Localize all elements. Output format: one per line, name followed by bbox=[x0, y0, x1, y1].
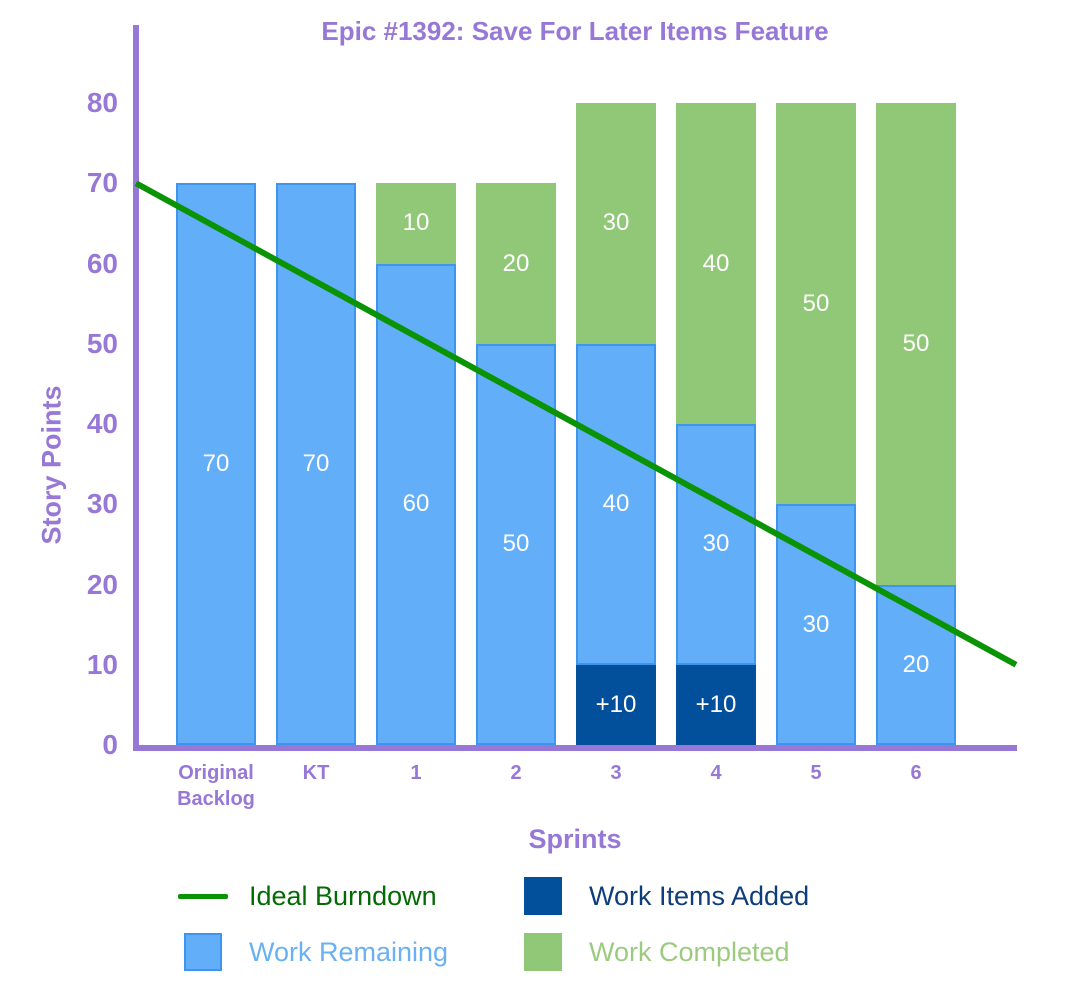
x-category-label: 2 bbox=[510, 762, 522, 784]
bar-segment-remaining: 30 bbox=[776, 504, 856, 745]
x-axis-line bbox=[133, 745, 1017, 751]
x-category-label: Original Backlog bbox=[177, 762, 255, 810]
bar-segment-remaining: 60 bbox=[376, 263, 456, 745]
legend-label: Ideal Burndown bbox=[249, 880, 437, 911]
y-tick-label: 30 bbox=[86, 488, 118, 520]
y-tick-label: 40 bbox=[86, 408, 118, 439]
legend-label: Work Remaining bbox=[249, 936, 449, 967]
legend-swatch-added-square bbox=[515, 877, 571, 915]
bar-segment-remaining: 70 bbox=[176, 183, 256, 745]
x-category-label: 1 bbox=[410, 762, 422, 784]
x-category-label: 5 bbox=[810, 762, 822, 784]
bar-value-label: 60 bbox=[402, 490, 430, 518]
bar-value-label: 40 bbox=[602, 490, 630, 518]
y-tick-label: 80 bbox=[86, 87, 118, 118]
bar-value-label: 30 bbox=[602, 209, 630, 237]
y-tick-label: 70 bbox=[86, 167, 118, 199]
y-tick-label: 10 bbox=[86, 648, 118, 680]
legend-swatch-completed-square bbox=[515, 933, 571, 971]
legend-swatch-ideal-line bbox=[175, 893, 231, 899]
bar-segment-added: +10 bbox=[576, 664, 656, 745]
bar-segment-remaining: 50 bbox=[476, 343, 556, 745]
bar-value-label: 40 bbox=[702, 249, 730, 277]
bar-segment-remaining: 70 bbox=[276, 183, 356, 745]
bar-value-label: +10 bbox=[595, 690, 637, 718]
bar-segment-completed: 50 bbox=[876, 103, 956, 585]
y-tick-label: 20 bbox=[86, 568, 118, 600]
square-swatch-icon bbox=[184, 933, 222, 971]
legend-item-remaining: Work Remaining bbox=[175, 930, 515, 974]
bar-value-label: 70 bbox=[302, 450, 330, 478]
bar-value-label: 50 bbox=[502, 530, 530, 558]
bar-value-label: 30 bbox=[702, 530, 730, 558]
bar-value-label: 70 bbox=[202, 450, 230, 478]
legend-item-completed: Work Completed bbox=[515, 930, 855, 974]
x-axis-title: Sprints bbox=[528, 824, 622, 854]
legend-swatch-remaining-square bbox=[175, 933, 231, 971]
legend-label: Work Items Added bbox=[589, 880, 810, 911]
y-axis-line bbox=[133, 25, 139, 751]
square-swatch-icon bbox=[524, 877, 562, 915]
bar-value-label: 50 bbox=[902, 329, 930, 357]
x-category-label: 4 bbox=[710, 762, 722, 784]
bar-segment-completed: 50 bbox=[776, 103, 856, 505]
chart-title: Epic #1392: Save For Later Items Feature bbox=[321, 16, 829, 46]
bar-value-label: 20 bbox=[902, 650, 930, 678]
y-tick-label: 60 bbox=[86, 247, 118, 279]
chart-legend: Ideal Burndown Work Items Added Work Remai… bbox=[175, 874, 865, 974]
legend-item-added: Work Items Added bbox=[515, 874, 855, 918]
bar-segment-remaining: 30 bbox=[676, 424, 756, 665]
square-swatch-icon bbox=[524, 933, 562, 971]
bar-segment-completed: 30 bbox=[576, 103, 656, 344]
y-tick-label: 0 bbox=[102, 729, 118, 760]
bar-segment-added: +10 bbox=[676, 664, 756, 745]
x-category-label: 3 bbox=[610, 762, 622, 784]
bar-value-label: 50 bbox=[802, 289, 830, 317]
bar-segment-completed: 40 bbox=[676, 103, 756, 424]
bar-segment-remaining: 40 bbox=[576, 343, 656, 665]
bar-value-label: +10 bbox=[695, 690, 737, 718]
bar-value-label: 20 bbox=[502, 249, 530, 277]
bar-segment-completed: 20 bbox=[476, 183, 556, 344]
bar-segment-remaining: 20 bbox=[876, 584, 956, 745]
bar-segment-completed: 10 bbox=[376, 183, 456, 264]
bar-value-label: 10 bbox=[402, 209, 430, 237]
line-swatch-icon bbox=[178, 893, 228, 899]
legend-label: Work Completed bbox=[589, 936, 790, 967]
x-category-label: 6 bbox=[910, 762, 922, 784]
y-tick-label: 50 bbox=[86, 327, 118, 359]
bar-value-label: 30 bbox=[802, 610, 830, 638]
x-category-label: KT bbox=[302, 762, 330, 784]
legend-item-ideal: Ideal Burndown bbox=[175, 874, 515, 918]
